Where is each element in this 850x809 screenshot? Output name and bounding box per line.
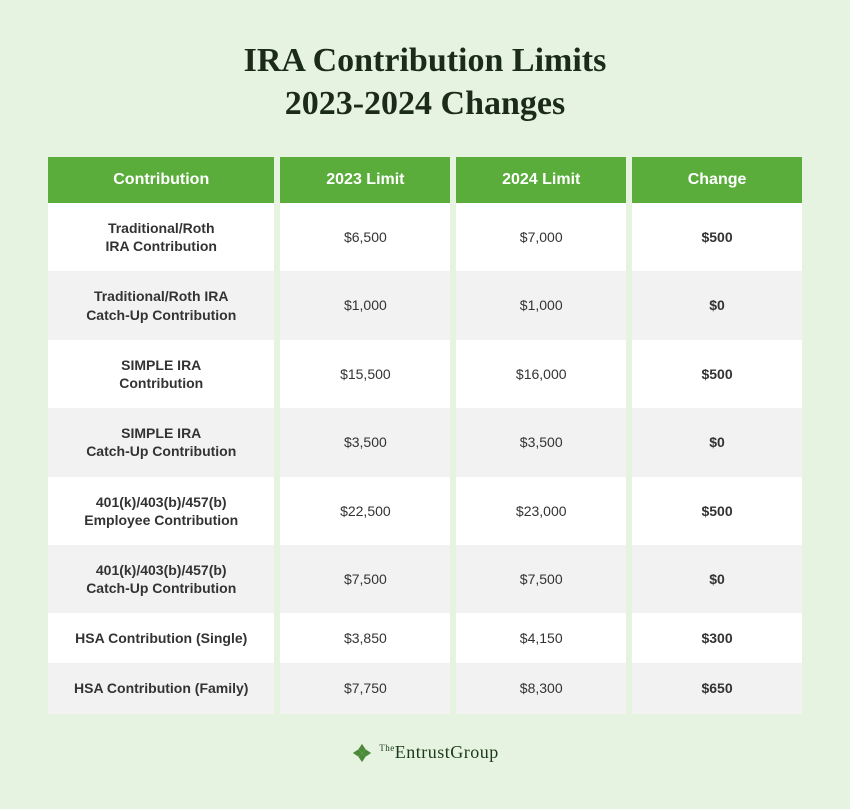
cell-change: $650 <box>632 663 802 713</box>
cell-change: $0 <box>632 545 802 613</box>
table-row: SIMPLE IRAContribution$15,500$16,000$500 <box>48 340 802 408</box>
cell-2023-limit: $6,500 <box>280 203 450 271</box>
cell-change: $500 <box>632 203 802 271</box>
brand-text: TheEntrustGroup <box>379 742 499 763</box>
brand-group: Group <box>450 742 499 762</box>
table-row: SIMPLE IRACatch-Up Contribution$3,500$3,… <box>48 408 802 476</box>
entrust-diamond-icon <box>351 742 373 764</box>
col-header-contribution: Contribution <box>48 157 274 203</box>
table-row: 401(k)/403(b)/457(b)Employee Contributio… <box>48 477 802 545</box>
table-row: HSA Contribution (Family)$7,750$8,300$65… <box>48 663 802 713</box>
cell-2024-limit: $4,150 <box>456 613 626 663</box>
cell-change: $500 <box>632 477 802 545</box>
cell-2023-limit: $1,000 <box>280 271 450 339</box>
cell-2024-limit: $7,500 <box>456 545 626 613</box>
cell-contribution: Traditional/RothIRA Contribution <box>48 203 274 271</box>
table-row: 401(k)/403(b)/457(b)Catch-Up Contributio… <box>48 545 802 613</box>
brand-entrust: Entrust <box>395 742 451 762</box>
cell-2023-limit: $15,500 <box>280 340 450 408</box>
brand-the: The <box>379 743 395 753</box>
cell-2024-limit: $7,000 <box>456 203 626 271</box>
cell-2023-limit: $3,850 <box>280 613 450 663</box>
cell-2023-limit: $7,500 <box>280 545 450 613</box>
cell-change: $500 <box>632 340 802 408</box>
cell-change: $300 <box>632 613 802 663</box>
cell-contribution: 401(k)/403(b)/457(b)Catch-Up Contributio… <box>48 545 274 613</box>
cell-2023-limit: $3,500 <box>280 408 450 476</box>
cell-2024-limit: $23,000 <box>456 477 626 545</box>
cell-change: $0 <box>632 271 802 339</box>
table-row: Traditional/Roth IRACatch-Up Contributio… <box>48 271 802 339</box>
table-row: Traditional/RothIRA Contribution$6,500$7… <box>48 203 802 271</box>
cell-2024-limit: $3,500 <box>456 408 626 476</box>
cell-2024-limit: $8,300 <box>456 663 626 713</box>
cell-contribution: HSA Contribution (Single) <box>48 613 274 663</box>
title-line-2: 2023-2024 Changes <box>285 85 566 122</box>
cell-contribution: Traditional/Roth IRACatch-Up Contributio… <box>48 271 274 339</box>
cell-2023-limit: $22,500 <box>280 477 450 545</box>
cell-2024-limit: $1,000 <box>456 271 626 339</box>
col-header-2024: 2024 Limit <box>456 157 626 203</box>
title-line-1: IRA Contribution Limits <box>244 42 607 79</box>
col-header-change: Change <box>632 157 802 203</box>
contribution-limits-table: Contribution 2023 Limit 2024 Limit Chang… <box>42 157 808 714</box>
cell-contribution: 401(k)/403(b)/457(b)Employee Contributio… <box>48 477 274 545</box>
cell-2023-limit: $7,750 <box>280 663 450 713</box>
table-header-row: Contribution 2023 Limit 2024 Limit Chang… <box>48 157 802 203</box>
cell-contribution: SIMPLE IRACatch-Up Contribution <box>48 408 274 476</box>
page-title: IRA Contribution Limits 2023-2024 Change… <box>244 40 607 125</box>
cell-contribution: HSA Contribution (Family) <box>48 663 274 713</box>
table-row: HSA Contribution (Single)$3,850$4,150$30… <box>48 613 802 663</box>
cell-contribution: SIMPLE IRAContribution <box>48 340 274 408</box>
col-header-2023: 2023 Limit <box>280 157 450 203</box>
cell-2024-limit: $16,000 <box>456 340 626 408</box>
cell-change: $0 <box>632 408 802 476</box>
brand-logo: TheEntrustGroup <box>351 742 499 764</box>
